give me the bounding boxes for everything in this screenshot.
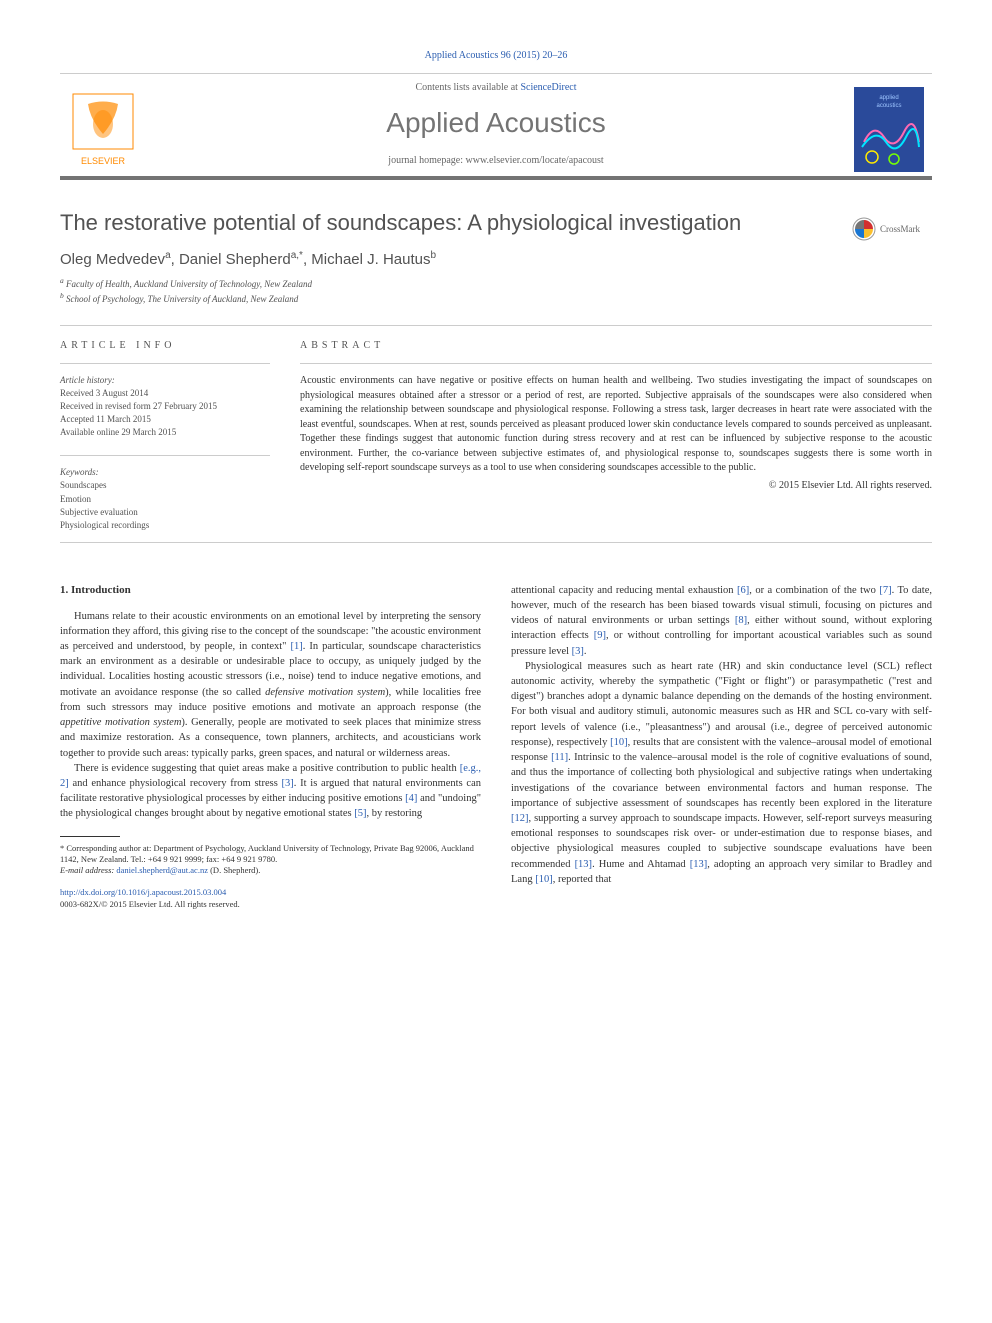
divider [60, 455, 270, 456]
affiliation-a: a Faculty of Health, Auckland University… [60, 276, 932, 291]
body-paragraph: Physiological measures such as heart rat… [511, 659, 932, 887]
email-footnote: E-mail address: daniel.shepherd@aut.ac.n… [60, 865, 481, 876]
divider [60, 363, 270, 364]
body-paragraph: There is evidence suggesting that quiet … [60, 761, 481, 822]
footnote-separator [60, 836, 120, 837]
body-columns: 1. Introduction Humans relate to their a… [60, 583, 932, 911]
keywords-label: Keywords: [60, 466, 270, 479]
crossmark-icon [852, 217, 876, 241]
affiliation-b: b School of Psychology, The University o… [60, 291, 932, 306]
divider [60, 542, 932, 543]
history-block: Article history: Received 3 August 2014 … [60, 374, 270, 439]
abstract-label: ABSTRACT [300, 340, 932, 351]
article-info: ARTICLE INFO Article history: Received 3… [60, 340, 270, 531]
keyword: Emotion [60, 493, 270, 506]
column-left: 1. Introduction Humans relate to their a… [60, 583, 481, 911]
abstract-text: Acoustic environments can have negative … [300, 374, 932, 476]
history-item: Available online 29 March 2015 [60, 426, 270, 439]
article-header: CrossMark The restorative potential of s… [60, 210, 932, 305]
column-right: attentional capacity and reducing mental… [511, 583, 932, 911]
keywords-block: Keywords: Soundscapes Emotion Subjective… [60, 455, 270, 531]
page: Applied Acoustics 96 (2015) 20–26 ELSEVI… [0, 0, 992, 960]
keyword: Subjective evaluation [60, 506, 270, 519]
history-item: Received 3 August 2014 [60, 387, 270, 400]
elsevier-logo: ELSEVIER [68, 89, 138, 169]
body-paragraph: Humans relate to their acoustic environm… [60, 609, 481, 761]
crossmark-label: CrossMark [880, 224, 920, 234]
svg-text:acoustics: acoustics [876, 103, 901, 109]
journal-homepage: journal homepage: www.elsevier.com/locat… [138, 155, 854, 166]
keyword: Soundscapes [60, 479, 270, 492]
masthead-center: Contents lists available at ScienceDirec… [138, 82, 854, 176]
section-heading: 1. Introduction [60, 583, 481, 599]
history-item: Accepted 11 March 2015 [60, 413, 270, 426]
article-info-label: ARTICLE INFO [60, 340, 270, 351]
authors: Oleg Medvedeva, Daniel Shepherda,*, Mich… [60, 250, 932, 268]
corresponding-author-footnote: * Corresponding author at: Department of… [60, 843, 481, 865]
contents-prefix: Contents lists available at [415, 82, 520, 93]
journal-cover-thumb: applied acoustics [854, 87, 924, 172]
copyright: © 2015 Elsevier Ltd. All rights reserved… [300, 480, 932, 491]
homepage-url: www.elsevier.com/locate/apacoust [466, 155, 604, 166]
masthead: ELSEVIER Contents lists available at Sci… [60, 73, 932, 180]
elsevier-label: ELSEVIER [81, 156, 126, 166]
affiliations: a Faculty of Health, Auckland University… [60, 276, 932, 305]
header-citation: Applied Acoustics 96 (2015) 20–26 [60, 50, 932, 61]
footer-info: http://dx.doi.org/10.1016/j.apacoust.201… [60, 886, 481, 911]
keyword: Physiological recordings [60, 519, 270, 532]
contents-line: Contents lists available at ScienceDirec… [138, 82, 854, 93]
journal-name: Applied Acoustics [138, 107, 854, 139]
email-link[interactable]: daniel.shepherd@aut.ac.nz [116, 865, 208, 875]
crossmark-badge[interactable]: CrossMark [852, 214, 932, 244]
abstract: ABSTRACT Acoustic environments can have … [300, 340, 932, 531]
article-title: The restorative potential of soundscapes… [60, 210, 932, 236]
history-label: Article history: [60, 374, 270, 387]
divider [300, 363, 932, 364]
sciencedirect-link[interactable]: ScienceDirect [520, 82, 576, 93]
body-paragraph: attentional capacity and reducing mental… [511, 583, 932, 659]
email-label: E-mail address: [60, 865, 114, 875]
divider [60, 325, 932, 326]
info-abstract-row: ARTICLE INFO Article history: Received 3… [60, 340, 932, 531]
svg-text:applied: applied [879, 95, 898, 101]
issn-line: 0003-682X/© 2015 Elsevier Ltd. All right… [60, 899, 240, 909]
doi-link[interactable]: http://dx.doi.org/10.1016/j.apacoust.201… [60, 887, 226, 897]
email-suffix: (D. Shepherd). [210, 865, 260, 875]
history-item: Received in revised form 27 February 201… [60, 400, 270, 413]
homepage-prefix: journal homepage: [388, 155, 465, 166]
